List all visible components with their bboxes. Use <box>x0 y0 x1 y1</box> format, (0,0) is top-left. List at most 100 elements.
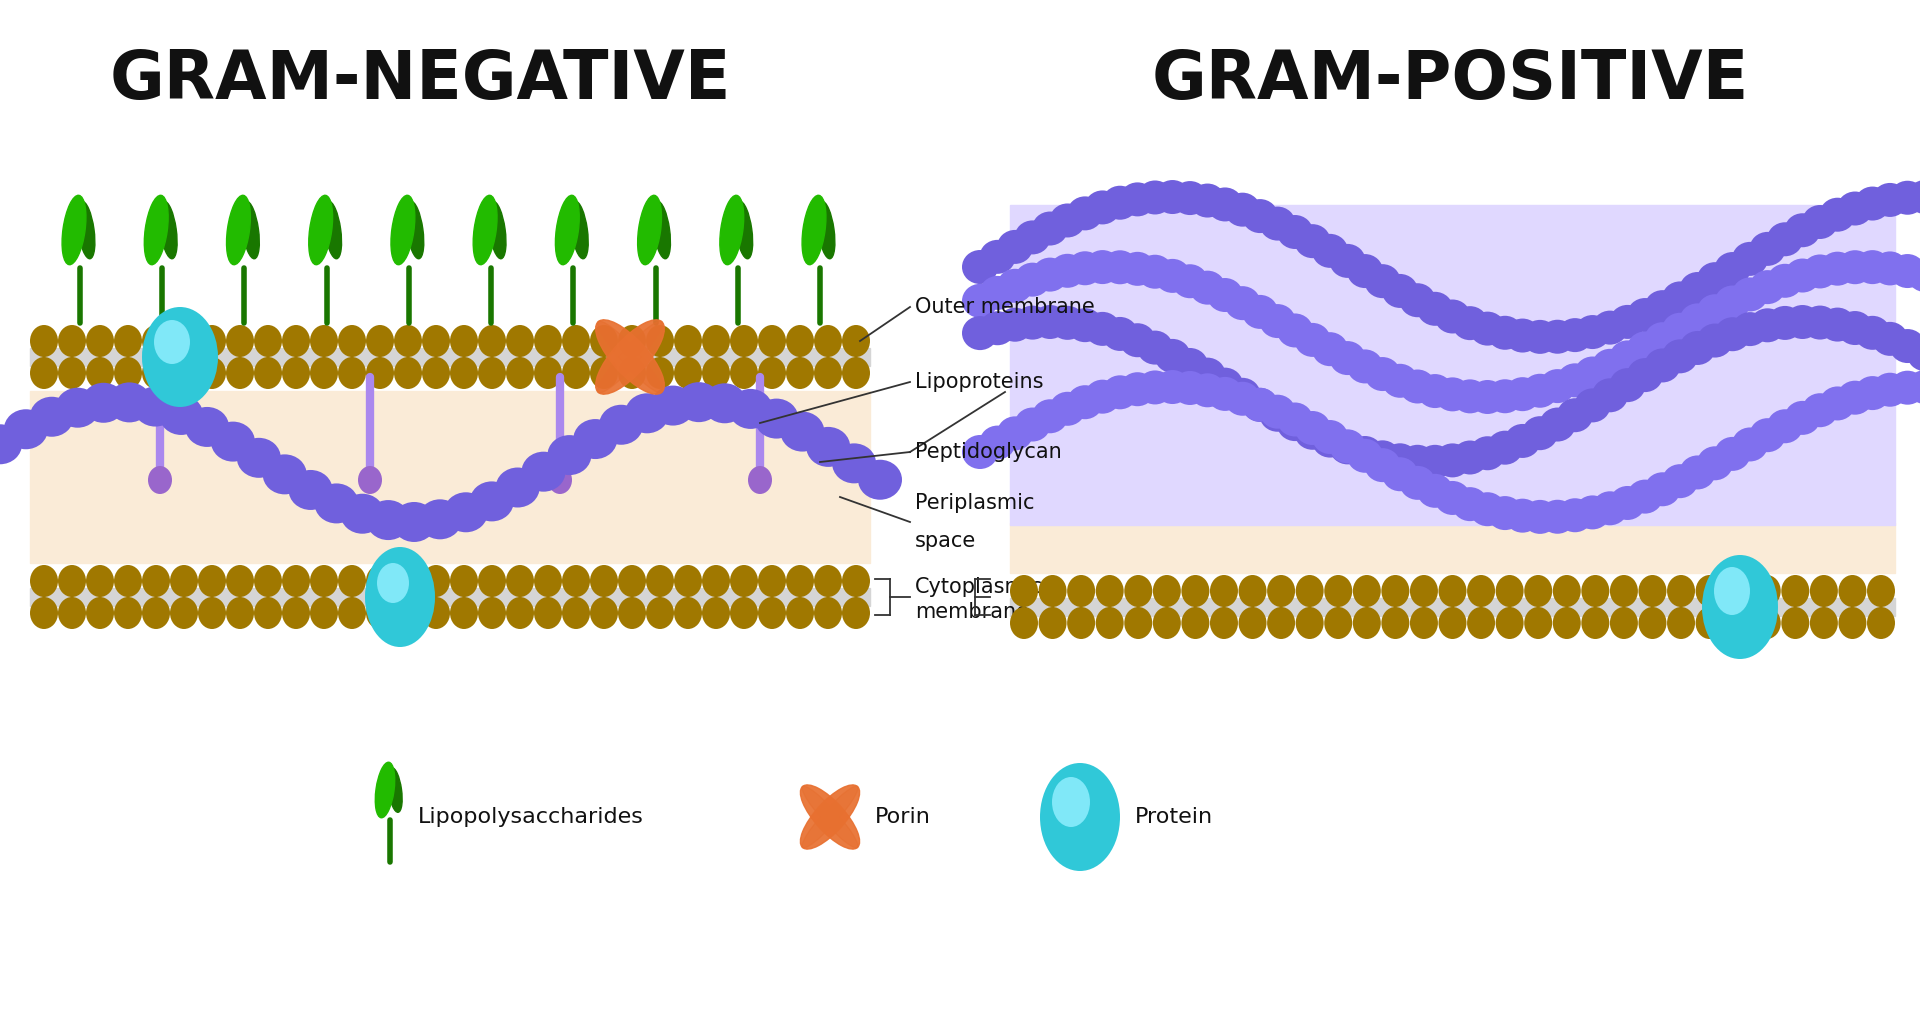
Ellipse shape <box>1365 441 1400 474</box>
Ellipse shape <box>962 435 998 469</box>
Ellipse shape <box>507 597 534 629</box>
Ellipse shape <box>1667 575 1695 607</box>
Ellipse shape <box>282 597 309 629</box>
Ellipse shape <box>198 357 227 389</box>
Ellipse shape <box>570 201 588 259</box>
Ellipse shape <box>1505 499 1540 533</box>
Ellipse shape <box>1068 196 1102 230</box>
Ellipse shape <box>1753 607 1780 639</box>
Ellipse shape <box>653 201 670 259</box>
Ellipse shape <box>1766 409 1803 444</box>
Ellipse shape <box>589 357 618 389</box>
Ellipse shape <box>674 565 703 597</box>
Ellipse shape <box>758 325 785 357</box>
Ellipse shape <box>422 565 449 597</box>
Ellipse shape <box>589 565 618 597</box>
Ellipse shape <box>1872 252 1908 286</box>
Ellipse shape <box>227 565 253 597</box>
Ellipse shape <box>1041 763 1119 871</box>
Ellipse shape <box>495 467 540 507</box>
Ellipse shape <box>674 597 703 629</box>
Ellipse shape <box>1208 368 1242 402</box>
Ellipse shape <box>449 325 478 357</box>
Ellipse shape <box>171 597 198 629</box>
Ellipse shape <box>171 565 198 597</box>
Ellipse shape <box>1732 277 1768 311</box>
Ellipse shape <box>962 283 998 317</box>
Ellipse shape <box>1523 374 1557 408</box>
Ellipse shape <box>148 466 173 494</box>
Ellipse shape <box>1855 251 1891 284</box>
Ellipse shape <box>367 500 411 540</box>
Ellipse shape <box>1260 397 1296 431</box>
Ellipse shape <box>1210 607 1238 639</box>
Ellipse shape <box>1638 607 1667 639</box>
Ellipse shape <box>1732 312 1768 346</box>
Ellipse shape <box>1855 316 1891 350</box>
Ellipse shape <box>1225 382 1261 416</box>
Text: Outer membrane: Outer membrane <box>916 297 1094 317</box>
Ellipse shape <box>1540 369 1576 404</box>
Ellipse shape <box>1171 181 1208 215</box>
Ellipse shape <box>1574 315 1611 349</box>
Ellipse shape <box>1749 418 1786 452</box>
Ellipse shape <box>730 597 758 629</box>
Ellipse shape <box>365 547 436 647</box>
Ellipse shape <box>1125 607 1152 639</box>
Ellipse shape <box>1190 373 1225 408</box>
Ellipse shape <box>597 321 662 392</box>
Ellipse shape <box>309 195 332 265</box>
Ellipse shape <box>1329 243 1365 278</box>
Ellipse shape <box>843 357 870 389</box>
Ellipse shape <box>1486 430 1523 464</box>
Bar <box>31 588 870 606</box>
Ellipse shape <box>338 357 367 389</box>
Ellipse shape <box>1102 317 1139 351</box>
Ellipse shape <box>1208 377 1242 411</box>
Ellipse shape <box>1553 607 1580 639</box>
Ellipse shape <box>1496 575 1524 607</box>
Bar <box>31 348 870 366</box>
Ellipse shape <box>1626 480 1663 514</box>
Ellipse shape <box>507 357 534 389</box>
Ellipse shape <box>1540 500 1576 534</box>
Bar <box>1010 205 1895 525</box>
Ellipse shape <box>1050 203 1085 237</box>
Ellipse shape <box>1724 575 1753 607</box>
Ellipse shape <box>814 357 843 389</box>
Text: Periplasmic: Periplasmic <box>916 493 1035 514</box>
Ellipse shape <box>1872 321 1908 356</box>
Ellipse shape <box>1267 607 1296 639</box>
Ellipse shape <box>1626 358 1663 392</box>
Ellipse shape <box>1524 607 1551 639</box>
Ellipse shape <box>1137 181 1173 215</box>
Ellipse shape <box>1592 349 1628 383</box>
Ellipse shape <box>858 460 902 500</box>
Ellipse shape <box>1434 481 1471 515</box>
Ellipse shape <box>324 201 342 259</box>
Ellipse shape <box>1125 575 1152 607</box>
Ellipse shape <box>1697 294 1734 329</box>
Ellipse shape <box>735 201 753 259</box>
Ellipse shape <box>1505 424 1540 458</box>
Ellipse shape <box>645 357 674 389</box>
Ellipse shape <box>1889 254 1920 288</box>
Ellipse shape <box>1557 364 1594 397</box>
Ellipse shape <box>1749 308 1786 342</box>
Ellipse shape <box>1039 607 1068 639</box>
Ellipse shape <box>1837 311 1874 345</box>
Ellipse shape <box>1068 607 1094 639</box>
Ellipse shape <box>1267 575 1296 607</box>
Ellipse shape <box>1766 222 1803 257</box>
Ellipse shape <box>86 565 113 597</box>
Ellipse shape <box>1837 251 1874 284</box>
Ellipse shape <box>1609 486 1645 520</box>
Ellipse shape <box>1667 607 1695 639</box>
Ellipse shape <box>31 565 58 597</box>
Ellipse shape <box>392 502 436 542</box>
Ellipse shape <box>730 325 758 357</box>
Ellipse shape <box>1208 188 1242 222</box>
Ellipse shape <box>394 325 422 357</box>
Text: membrane: membrane <box>916 602 1029 622</box>
Ellipse shape <box>1311 423 1348 458</box>
